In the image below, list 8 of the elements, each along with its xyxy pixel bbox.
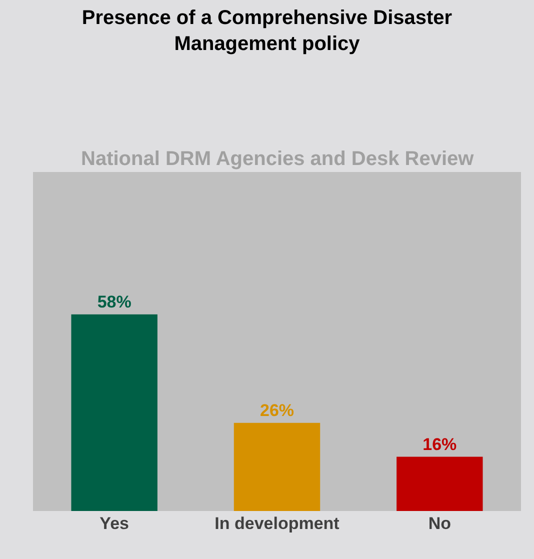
x-tick-label: No [428, 514, 452, 533]
chart-subtitle: National DRM Agencies and Desk Review [81, 148, 474, 170]
x-tick-label: Yes [100, 514, 129, 533]
data-label: 26% [260, 400, 294, 420]
data-label: 58% [97, 292, 132, 312]
data-label: 16% [422, 434, 457, 454]
x-tick-label: In development [214, 514, 340, 533]
chart-title: Presence of a Comprehensive Disaster Management policy [82, 7, 452, 55]
